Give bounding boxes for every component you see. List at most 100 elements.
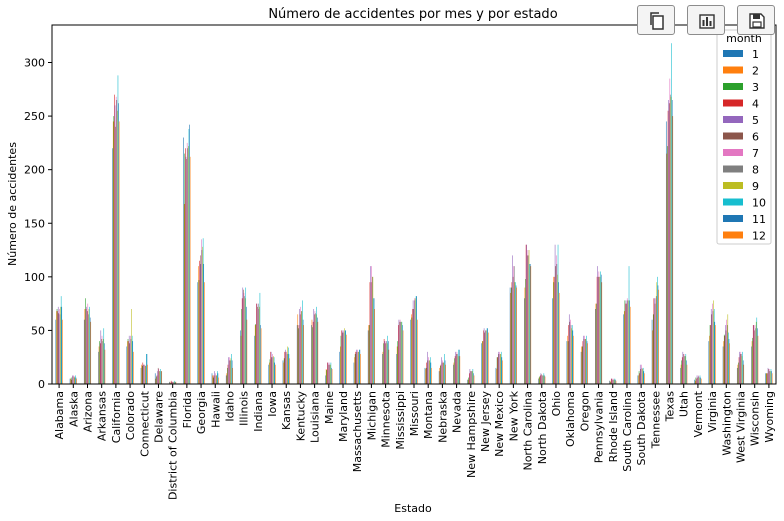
bar-oklahoma-month-8 [570, 325, 572, 384]
bar-georgia-month-11 [203, 263, 205, 384]
bar-arkansas-month-1 [98, 351, 99, 384]
bar-district-of-columbia-month-2 [169, 381, 171, 384]
bar-west-virginia-month-8 [741, 353, 742, 384]
bar-alaska-month-1 [69, 378, 71, 384]
bar-utah-month-8 [684, 356, 685, 384]
bar-illinois-month-1 [240, 330, 241, 384]
y-tick-label: 250 [24, 110, 45, 123]
bar-arkansas-month-4 [99, 343, 101, 384]
bar-iowa-month-8 [272, 357, 274, 384]
bar-arkansas-month-11 [104, 343, 105, 384]
bar-virginia-month-1 [708, 341, 710, 384]
bar-new-jersey-month-9 [486, 330, 487, 384]
bar-illinois-month-3 [241, 308, 242, 384]
bar-georgia-month-6 [200, 255, 202, 384]
bar-south-carolina-month-2 [623, 311, 625, 384]
bar-kansas-month-2 [283, 362, 284, 384]
bar-kansas-month-4 [284, 351, 286, 384]
bar-arizona-month-10 [89, 306, 90, 384]
x-tick-label: Alaska [67, 391, 80, 427]
bar-minnesota-month-10 [387, 335, 388, 384]
bar-texas-month-6 [668, 103, 670, 384]
bar-pennsylvania-month-3 [596, 303, 597, 384]
bar-delaware-month-11 [160, 371, 162, 384]
copy-button[interactable] [637, 5, 675, 35]
bar-washington-month-5 [725, 325, 726, 384]
bar-california-month-1 [112, 148, 113, 384]
bar-arizona-month-12 [90, 321, 92, 384]
bar-california-month-5 [114, 105, 116, 385]
bar-michigan-month-1 [367, 330, 369, 384]
bar-kentucky-month-5 [299, 308, 300, 384]
bar-new-jersey-month-11 [487, 328, 488, 384]
bar-south-dakota-month-2 [638, 375, 639, 384]
bar-rhode-island-month-9 [613, 379, 615, 384]
bar-pennsylvania-month-9 [599, 276, 601, 384]
x-tick-label: Utah [678, 391, 691, 417]
bar-oklahoma-month-4 [568, 325, 569, 384]
bar-hawaii-month-12 [218, 377, 219, 384]
bar-tennessee-month-8 [655, 296, 657, 384]
bar-oklahoma-month-2 [567, 335, 568, 384]
x-tick-label: Minnesota [380, 391, 393, 448]
bar-oregon-month-12 [587, 343, 588, 384]
bar-north-carolina-month-2 [524, 287, 526, 384]
bar-kentucky-month-10 [302, 300, 303, 384]
bar-connecticut-month-9 [145, 365, 147, 384]
bar-mississippi-month-2 [396, 346, 398, 384]
chart-button[interactable] [687, 5, 725, 35]
bar-massachusetts-month-3 [354, 353, 356, 384]
bar-ohio-month-3 [553, 282, 555, 384]
bar-connecticut-month-12 [147, 364, 148, 384]
bar-massachusetts-month-12 [360, 353, 361, 384]
bar-michigan-month-2 [368, 325, 370, 384]
bar-ohio-month-6 [555, 266, 556, 384]
legend-label: 4 [752, 98, 759, 111]
bar-south-carolina-month-6 [626, 303, 627, 384]
bar-minnesota-month-12 [388, 349, 390, 384]
bar-iowa-month-7 [272, 353, 273, 384]
bar-hawaii-month-9 [216, 375, 218, 384]
bar-new-jersey-month-3 [482, 341, 484, 384]
bar-north-carolina-month-4 [525, 244, 527, 384]
bar-kansas-month-7 [286, 351, 287, 384]
bar-south-carolina-month-9 [628, 300, 629, 384]
bar-district-of-columbia-month-1 [169, 381, 170, 384]
bar-connecticut-month-1 [140, 367, 142, 384]
bar-alabama-month-6 [58, 313, 60, 384]
bar-alabama-month-2 [56, 311, 57, 384]
save-button[interactable] [737, 5, 775, 35]
legend-label: 6 [752, 131, 759, 144]
bar-iowa-month-12 [275, 364, 276, 384]
bar-alabama-month-8 [59, 314, 61, 384]
bar-kansas-month-5 [285, 349, 286, 384]
bar-new-hampshire-month-7 [470, 371, 472, 384]
bar-pennsylvania-month-10 [600, 271, 601, 384]
bar-texas-month-3 [667, 146, 668, 384]
bar-new-hampshire-month-6 [470, 371, 471, 384]
bar-alabama-month-9 [60, 306, 61, 384]
bar-north-dakota-month-6 [541, 374, 542, 384]
bar-montana-month-12 [431, 367, 432, 384]
bar-mississippi-month-9 [400, 321, 402, 384]
bar-wisconsin-month-6 [754, 330, 755, 384]
bar-idaho-month-9 [230, 358, 232, 384]
bar-arizona-month-3 [85, 298, 86, 384]
bar-rhode-island-month-12 [615, 380, 617, 384]
bar-vermont-month-9 [699, 377, 700, 384]
bar-nebraska-month-10 [444, 353, 445, 384]
bar-montana-month-8 [428, 360, 430, 384]
bar-alaska-month-2 [70, 378, 71, 384]
bar-wisconsin-month-11 [757, 328, 758, 384]
bar-louisiana-month-3 [312, 327, 313, 384]
bar-idaho-month-8 [230, 360, 231, 384]
bar-arkansas-month-5 [100, 330, 102, 384]
bar-missouri-month-10 [415, 296, 417, 384]
bar-new-jersey-month-7 [484, 330, 486, 384]
bar-washington-month-9 [727, 314, 729, 384]
bar-louisiana-month-10 [316, 306, 317, 384]
bar-montana-month-6 [427, 360, 429, 384]
bar-minnesota-month-1 [382, 353, 383, 384]
x-tick-label: Montana [422, 391, 435, 439]
bar-pennsylvania-month-2 [595, 303, 597, 384]
